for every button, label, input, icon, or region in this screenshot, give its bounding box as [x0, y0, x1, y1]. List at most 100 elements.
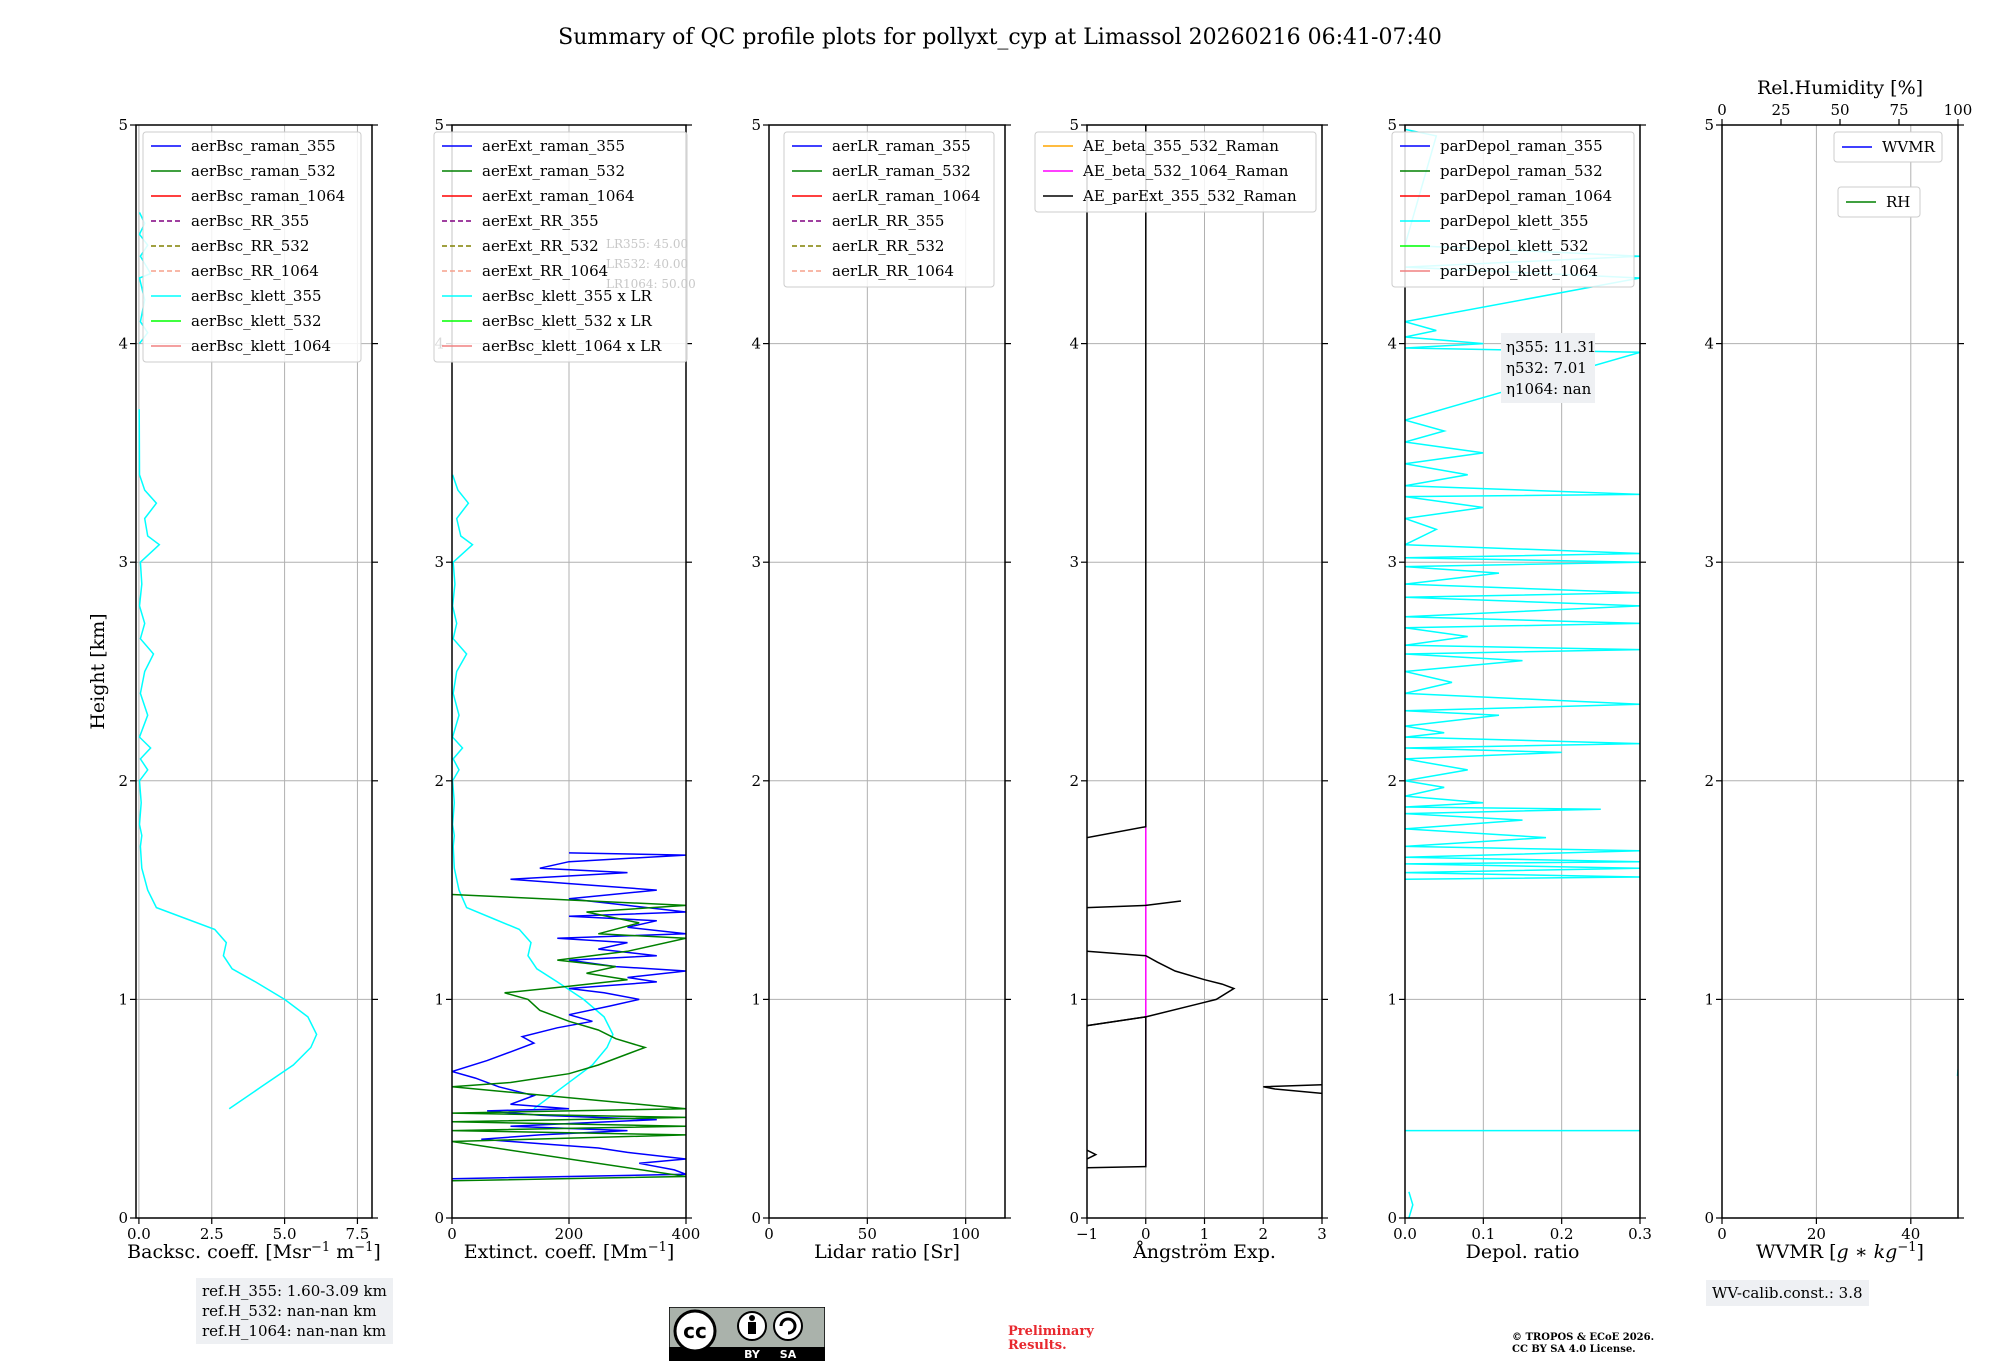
top-x-tick-label: 75 — [1889, 101, 1908, 119]
x-tick-label: 0.3 — [1628, 1225, 1652, 1243]
legend-label: parDepol_raman_1064 — [1440, 187, 1612, 205]
y-tick-label: 1 — [1069, 990, 1079, 1008]
x-tick-label: 0.0 — [127, 1225, 151, 1243]
series-group — [452, 474, 686, 1182]
y-tick-label: 3 — [1704, 553, 1714, 571]
series-aerBsc_klett_355 — [138, 409, 318, 1110]
x-tick-label: 1 — [1200, 1225, 1210, 1243]
series-AE_parExt_355_532_Raman_d — [1087, 900, 1182, 909]
gridlines — [1086, 124, 1323, 1219]
legend-label: aerBsc_raman_532 — [191, 162, 336, 180]
gridlines — [1721, 124, 1958, 1219]
wv-calib-box: WV-calib.const.: 3.8 — [1706, 1280, 1869, 1306]
legend-label: aerLR_RR_1064 — [832, 262, 954, 280]
x-tick-label: 40 — [1901, 1225, 1920, 1243]
legend-label: WVMR — [1882, 138, 1936, 156]
legend-label: aerBsc_klett_355 — [191, 287, 322, 305]
y-tick-label: 1 — [434, 990, 444, 1008]
legend-label: aerLR_RR_355 — [832, 212, 944, 230]
x-tick-label: 0 — [1141, 1225, 1151, 1243]
y-tick-label: 0 — [118, 1209, 128, 1227]
legend-label: AE_beta_355_532_Raman — [1082, 137, 1279, 155]
preliminary-line-1: Preliminary — [1008, 1324, 1094, 1339]
legend-label: AE_beta_532_1064_Raman — [1082, 162, 1289, 180]
ref-height-box: ref.H_355: 1.60-3.09 km ref.H_532: nan-n… — [196, 1278, 393, 1344]
legend: aerExt_raman_355 aerExt_raman_532 aerExt_r… — [433, 131, 688, 363]
cc-by-text: BY — [744, 1348, 761, 1361]
y-tick-label: 2 — [1387, 772, 1397, 790]
legend: AE_beta_355_532_Raman AE_beta_532_1064_Ra… — [1034, 131, 1317, 213]
x-tick-label: 0.1 — [1471, 1225, 1495, 1243]
eta-line: η532: 7.01 — [1506, 359, 1587, 377]
rh-top-axis: 0 25 50 75 100 Rel.Humidity [%] — [1717, 77, 1972, 125]
panel-extinction: 0200400012345Extinct. coeff. [Mm−1]aerEx… — [433, 116, 701, 1263]
copyright-line-2: CC BY SA 4.0 License. — [1512, 1344, 1636, 1355]
legend-label: aerLR_raman_355 — [832, 137, 971, 155]
top-x-tick-label: 0 — [1717, 101, 1727, 119]
legend-box — [1391, 131, 1635, 288]
eta-annotation: η355: 11.31 η532: 7.01 η1064: nan — [1501, 333, 1596, 403]
y-tick-label: 1 — [751, 990, 761, 1008]
y-tick-label: 5 — [1704, 116, 1714, 134]
series-AE_parExt_355_532_Raman_b — [1087, 1016, 1147, 1169]
series-aerExt_raman_532 — [452, 893, 686, 1182]
legend-wvmr: WVMR — [1833, 131, 1943, 163]
legend-label: aerBsc_klett_355 x LR — [482, 287, 653, 305]
legend-label: aerExt_RR_355 — [482, 212, 599, 230]
legend-label: aerExt_raman_532 — [482, 162, 625, 180]
legend-label: aerExt_raman_1064 — [482, 187, 635, 205]
x-axis-label: Lidar ratio [Sr] — [814, 1241, 960, 1263]
y-tick-label: 3 — [434, 553, 444, 571]
series-parDepol_klett_355_low — [1408, 1191, 1414, 1218]
y-tick-label: 3 — [118, 553, 128, 571]
legend-label: parDepol_raman_532 — [1440, 162, 1603, 180]
legend-rh: RH — [1837, 186, 1921, 218]
legend-label: aerLR_raman_1064 — [832, 187, 980, 205]
legend-label: aerExt_raman_355 — [482, 137, 625, 155]
series-parDepol_klett_355_upper — [1405, 128, 1640, 880]
x-tick-label: 200 — [555, 1225, 584, 1243]
series-aerExt_raman_355 — [452, 852, 686, 1180]
legend-label: aerBsc_klett_532 x LR — [482, 312, 653, 330]
lr-line: LR355: 45.00 — [606, 237, 688, 251]
top-x-tick-label: 100 — [1944, 101, 1973, 119]
y-tick-label: 5 — [118, 116, 128, 134]
legend-label: AE_parExt_355_532_Raman — [1082, 187, 1297, 205]
axes-frame — [1721, 124, 1959, 1219]
y-tick-label: 4 — [1387, 335, 1397, 353]
legend-box — [1837, 186, 1921, 218]
lr-line: LR532: 40.00 — [606, 257, 688, 271]
legend-box — [433, 131, 688, 363]
x-tick-label: 5.0 — [273, 1225, 297, 1243]
x-axis-label: Depol. ratio — [1466, 1241, 1580, 1263]
legend-label: aerExt_RR_1064 — [482, 262, 608, 280]
legend-label: parDepol_raman_355 — [1440, 137, 1603, 155]
y-tick-label: 1 — [1704, 990, 1714, 1008]
top-x-tick-label: 25 — [1771, 101, 1790, 119]
y-tick-label: 5 — [1069, 116, 1079, 134]
panel-wvmr: 0 20 40 0 1 2 3 4 5 WVMR [g ∗ kg−1] 0 25 50 75 100 Rel.… — [1704, 77, 1972, 1263]
series-AE_parExt_355_532_Raman_f — [1263, 1083, 1322, 1095]
panel-lidar_ratio: 0 50 100 0 1 2 3 4 5 Lidar ratio [Sr] aerLR_raman_… — [751, 116, 1011, 1263]
preliminary-results-label: Preliminary Results. — [1008, 1325, 1094, 1353]
eta-line: η355: 11.31 — [1506, 338, 1596, 356]
x-tick-label: 20 — [1807, 1225, 1826, 1243]
y-tick-label: 5 — [434, 116, 444, 134]
y-tick-label: 0 — [751, 1209, 761, 1227]
top-x-tick-label: 50 — [1830, 101, 1849, 119]
y-tick-label: 3 — [1069, 553, 1079, 571]
legend-label: aerBsc_RR_532 — [191, 237, 309, 255]
axes-frame — [135, 124, 373, 1219]
y-tick-label: 0 — [434, 1209, 444, 1227]
gridlines — [1404, 124, 1641, 1219]
legend: aerLR_raman_355 aerLR_raman_532 aerLR_rama… — [783, 131, 995, 288]
y-tick-label: 2 — [434, 772, 444, 790]
y-tick-label: 0 — [1069, 1209, 1079, 1227]
x-tick-label: 400 — [672, 1225, 701, 1243]
legend-label: parDepol_klett_355 — [1440, 212, 1589, 230]
y-tick-label: 2 — [751, 772, 761, 790]
preliminary-line-2: Results. — [1008, 1338, 1067, 1353]
cc-sa-text: SA — [780, 1348, 797, 1361]
